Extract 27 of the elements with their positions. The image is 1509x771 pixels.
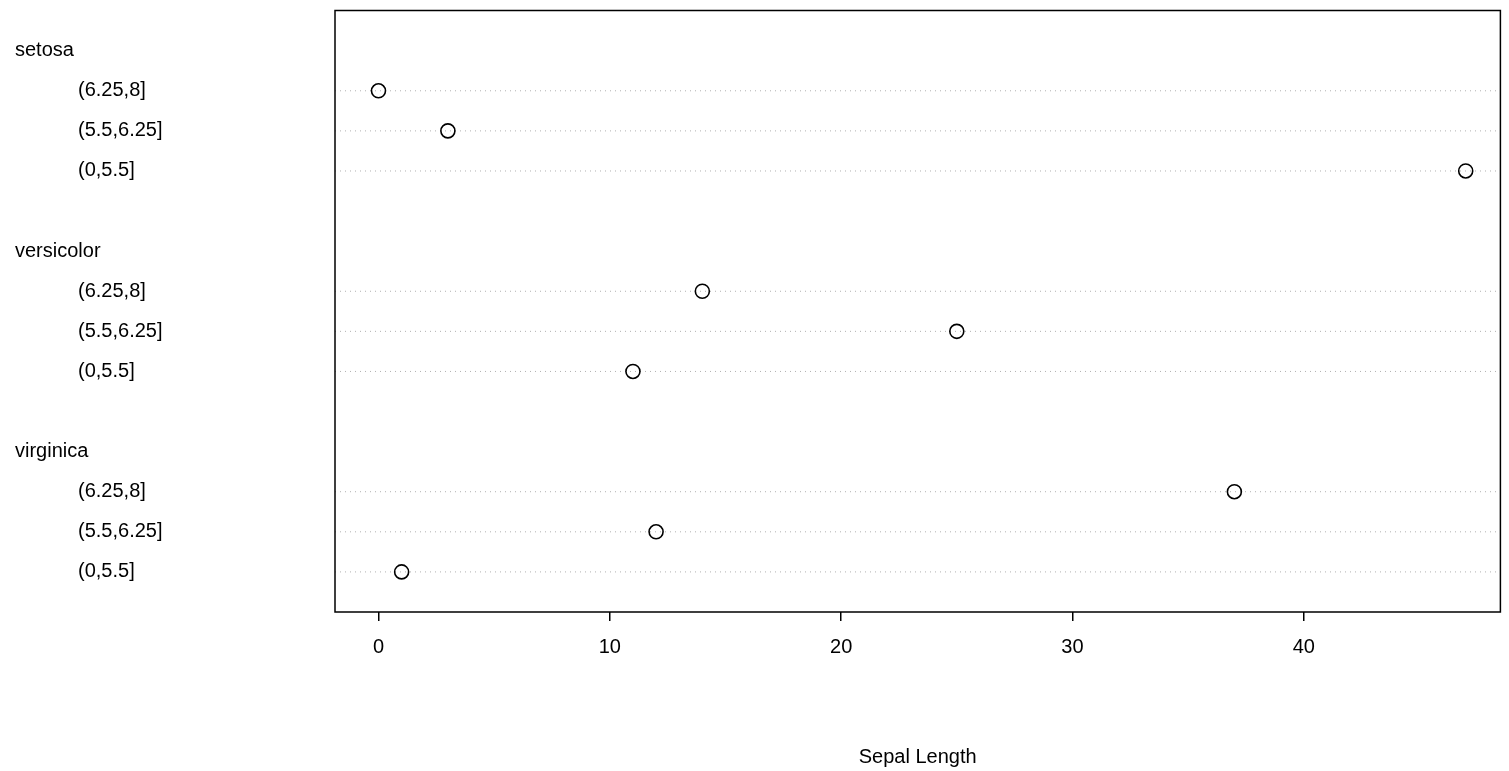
y-tick-label: (0,5.5] <box>78 158 135 181</box>
point <box>1457 163 1474 179</box>
y-tick-label: (6.25,8] <box>78 479 146 502</box>
y-tick-label: (6.25,8] <box>78 278 146 301</box>
x-tick-label: 20 <box>830 634 853 657</box>
text: virginica <box>15 439 90 462</box>
text: versicolor <box>15 238 101 261</box>
y-tick-label: (0,5.5] <box>78 559 135 582</box>
y-tick-label: (6.25,8] <box>78 78 146 101</box>
point <box>625 363 641 380</box>
y-tick-label: (5.5,6.25] <box>78 519 163 542</box>
y-tick-label: (0,5.5] <box>78 358 135 381</box>
x-tick-label: 0 <box>372 634 385 657</box>
y-tick-label: (5.5,6.25] <box>78 318 163 341</box>
x-tick-label: 10 <box>598 634 621 657</box>
x-tick-label: 30 <box>1061 634 1084 657</box>
point <box>440 123 456 139</box>
point <box>393 564 410 580</box>
text: setosa <box>15 38 75 61</box>
point <box>1226 483 1243 500</box>
x-axis-title: Sepal Length <box>858 744 977 767</box>
y-tick-label: (5.5,6.25] <box>78 118 163 141</box>
point <box>948 323 965 340</box>
point <box>370 82 387 99</box>
x-tick-label: 40 <box>1292 634 1315 657</box>
point <box>648 524 664 540</box>
point <box>694 283 711 300</box>
